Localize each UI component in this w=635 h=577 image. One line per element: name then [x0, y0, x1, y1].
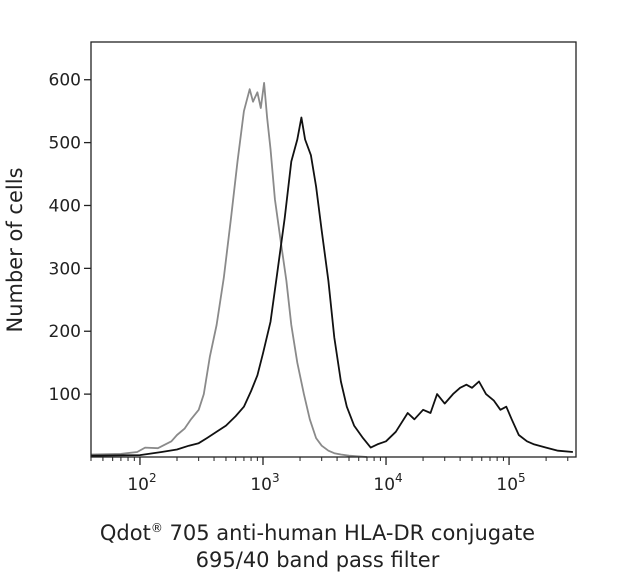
x-axis-title-suffix: 705 anti-human HLA-DR conjugate — [162, 521, 536, 545]
registered-mark: ® — [150, 521, 163, 535]
y-tick-label: 500 — [49, 134, 81, 154]
plot-frame — [90, 41, 577, 458]
x-tick-label: 103 — [250, 471, 279, 495]
x-axis-title-prefix: Qdot — [99, 521, 151, 545]
series-line-2 — [90, 116, 573, 457]
y-axis-title: Number of cells — [3, 167, 27, 332]
y-tick-label: 200 — [49, 322, 81, 342]
series-line-1 — [90, 82, 368, 458]
plot-marks — [90, 82, 573, 458]
x-tick-label: 102 — [127, 471, 156, 495]
y-tick-label: 600 — [49, 71, 81, 91]
y-tick-label: 400 — [49, 196, 81, 216]
y-tick-label: 100 — [49, 385, 81, 405]
x-tick-label: 105 — [496, 471, 525, 495]
y-tick-label: 300 — [49, 259, 81, 279]
x-axis-title-line2: 695/40 band pass filter — [195, 548, 440, 572]
x-axis-title-line1: Qdot® 705 anti-human HLA-DR conjugate — [0, 513, 635, 548]
x-tick-label: 104 — [373, 471, 402, 495]
axis-ticks: 100 200 300 400 500 600 102 103 104 105 — [49, 71, 569, 495]
